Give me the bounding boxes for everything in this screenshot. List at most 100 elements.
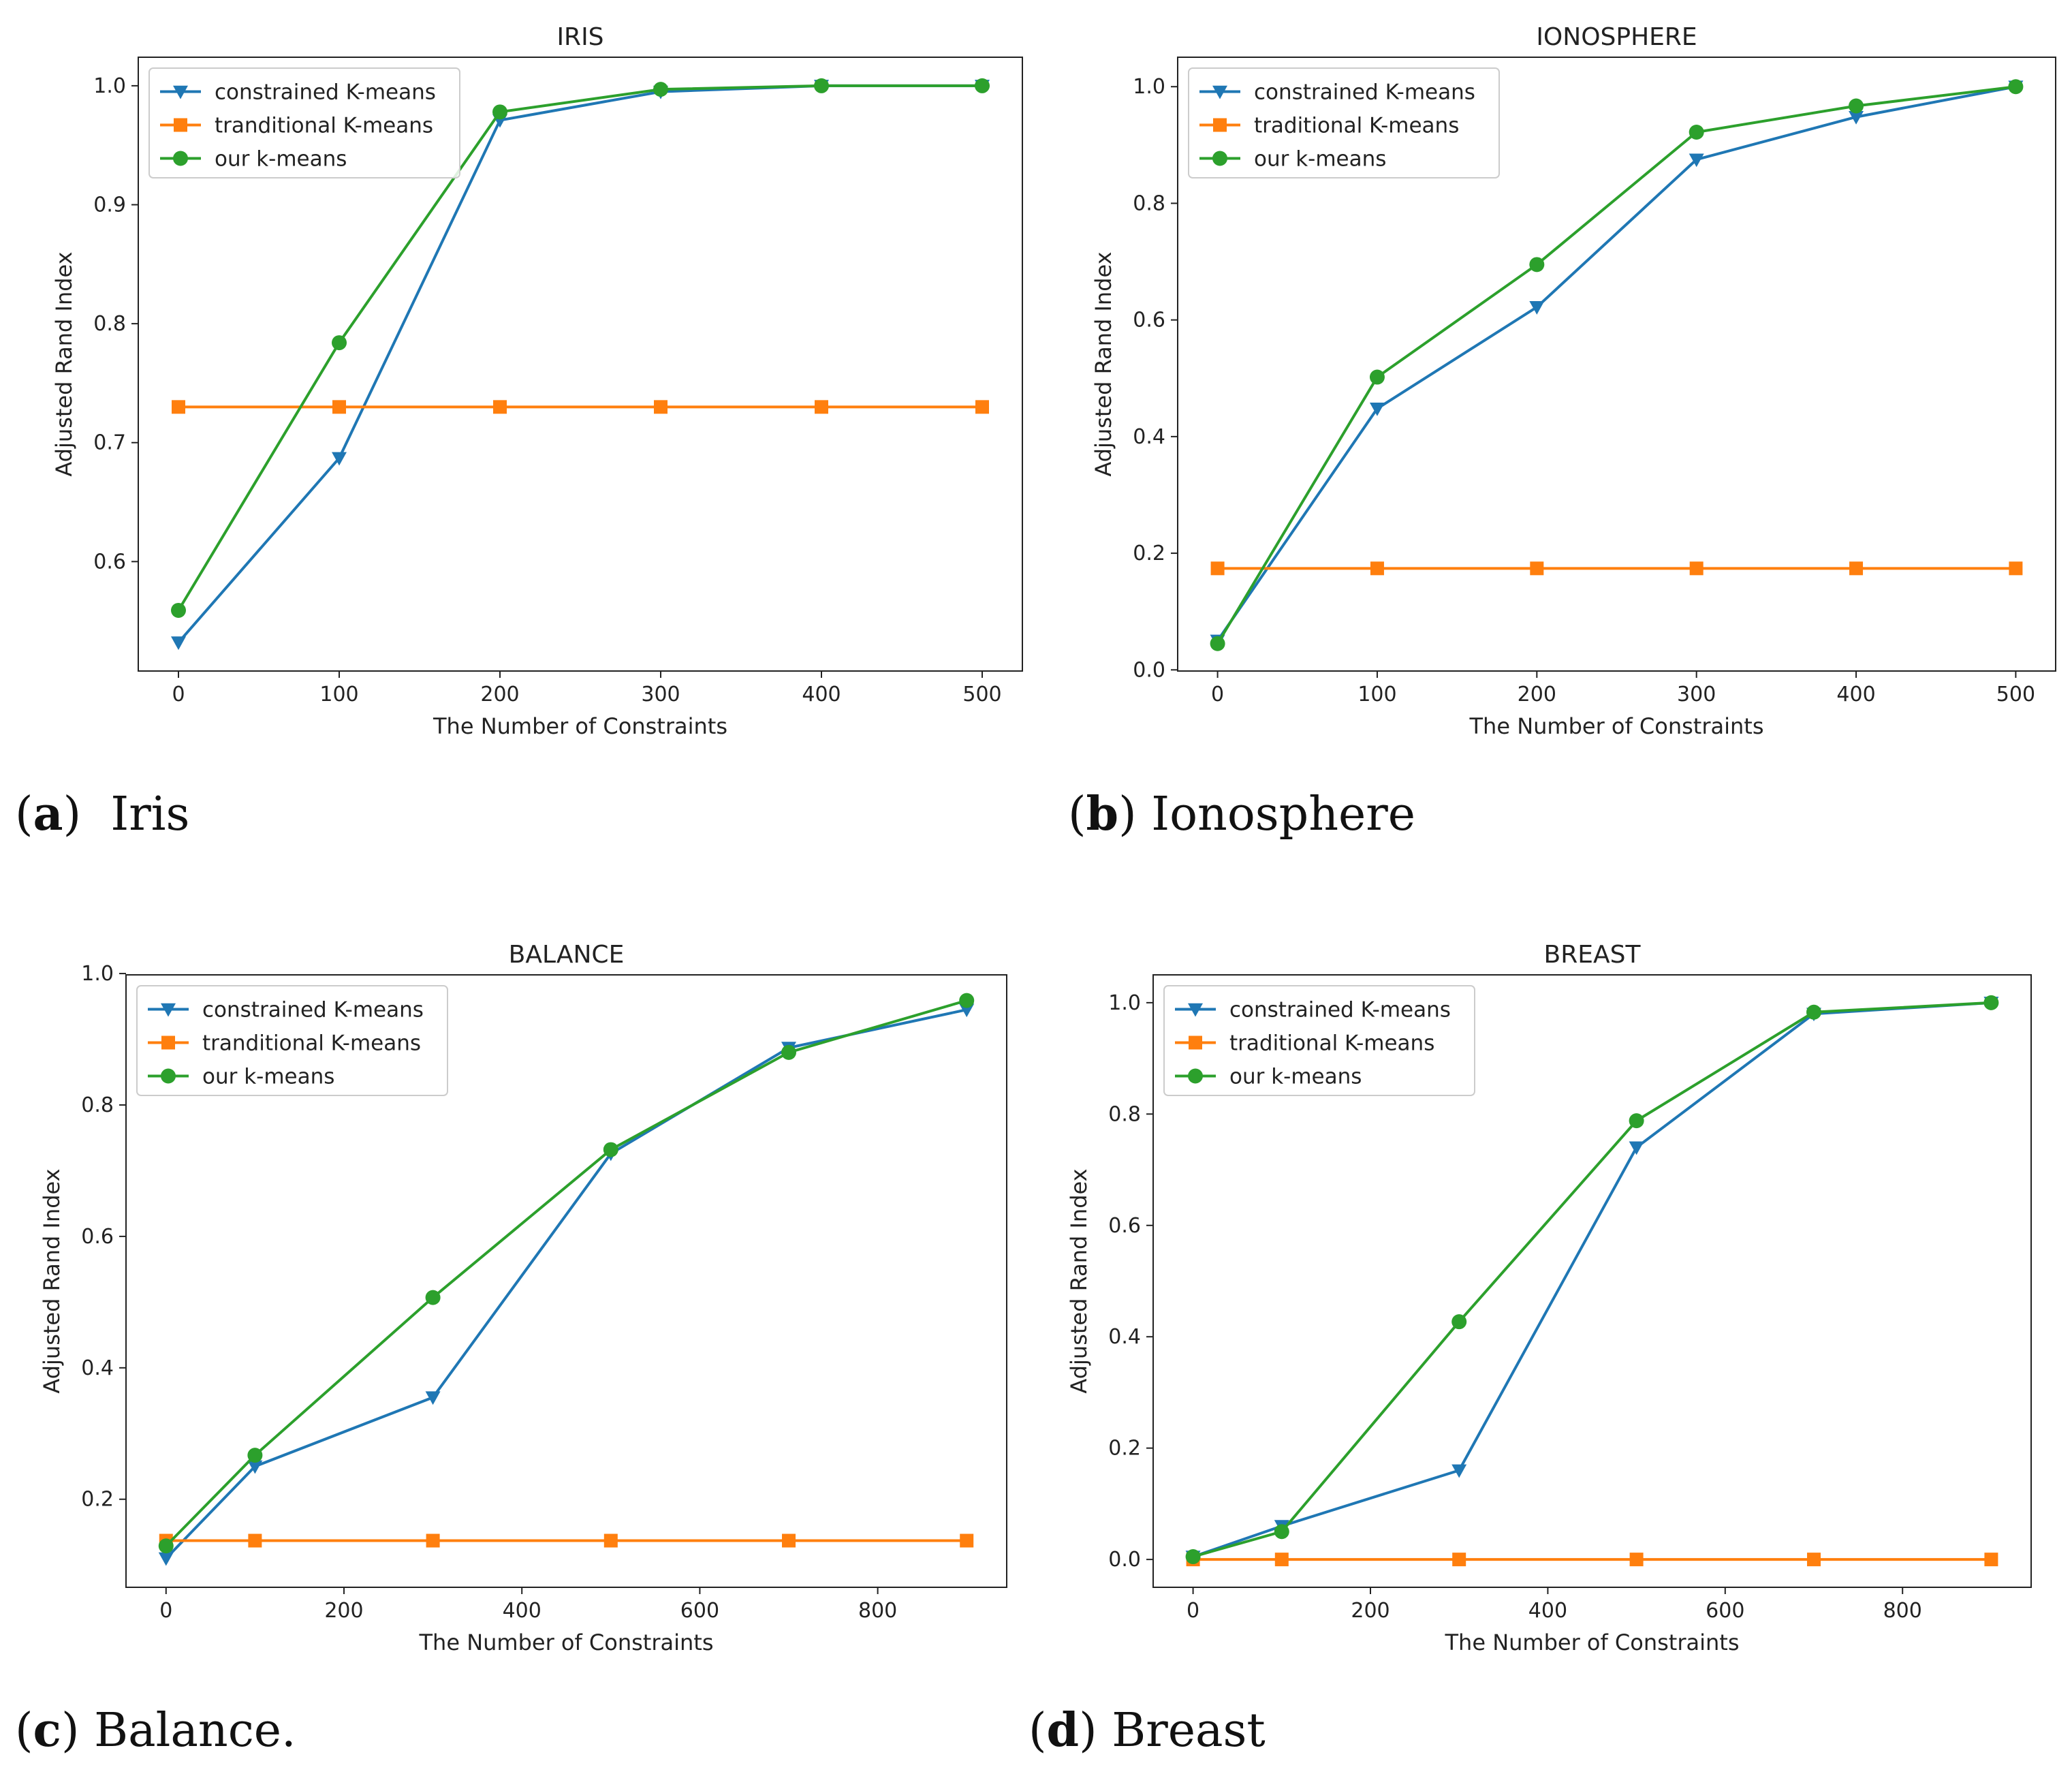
legend: constrained K-means tranditional K-means o… — [136, 985, 448, 1096]
y-tick-label: 0.4 — [81, 1356, 114, 1380]
legend-label: constrained K-means — [1254, 80, 1475, 105]
x-tick-label: 500 — [962, 683, 1001, 706]
y-tick-label: 0.6 — [1108, 1214, 1141, 1238]
caption-letter: a — [33, 787, 63, 841]
data-point — [1689, 125, 1704, 140]
legend-label: traditional K-means — [1229, 1031, 1434, 1056]
legend-label: tranditional K-means — [215, 114, 433, 138]
chart-ionosphere: IONOSPHERE 0 100 200 300 400 500 0.0 0.2 0.4 0.6 0.… — [1090, 23, 2056, 739]
caption-close: ) — [1118, 788, 1137, 841]
y-tick-label: 0.6 — [93, 550, 126, 574]
data-point — [248, 1533, 262, 1548]
chart-breast: BREAST 0 200 400 600 800 0.0 0.2 0.4 0.6 0.8 1.0 The… — [1066, 941, 2032, 1655]
data-point — [959, 993, 975, 1008]
y-tick-label: 0.4 — [1108, 1325, 1141, 1349]
x-tick-label: 200 — [324, 1599, 363, 1623]
legend-box — [1188, 67, 1500, 178]
y-tick-label: 0.0 — [1108, 1548, 1141, 1572]
x-tick-label: 0 — [172, 683, 185, 706]
legend-label: traditional K-means — [1254, 114, 1459, 138]
legend-marker — [1188, 1068, 1203, 1084]
caption-close: ) — [61, 1704, 80, 1758]
series-square — [1186, 1553, 1998, 1567]
series-line — [177, 84, 982, 611]
y-tick-label: 0.8 — [93, 312, 126, 336]
data-point — [1451, 1464, 1467, 1478]
legend-label: our k-means — [1229, 1065, 1362, 1089]
data-point — [815, 400, 828, 414]
caption-open: ( — [15, 1704, 33, 1758]
caption-letter: b — [1086, 787, 1119, 841]
data-point — [1369, 369, 1385, 385]
x-axis-label: The Number of Constraints — [433, 713, 727, 739]
y-tick-label: 0.9 — [93, 193, 126, 217]
y-axis-label: Adjusted Rand Index — [39, 1168, 65, 1393]
y-tick-label: 0.2 — [1133, 542, 1165, 565]
data-point — [1984, 1553, 1998, 1567]
x-tick-label: 500 — [1996, 683, 2035, 706]
data-point — [603, 1533, 618, 1548]
data-point — [814, 78, 829, 93]
data-point — [2008, 79, 2024, 95]
x-tick-label: 0 — [1211, 683, 1224, 706]
x-tick-label: 200 — [1351, 1599, 1390, 1623]
chart-title: IRIS — [556, 23, 603, 51]
caption-balance: (c) Balance. — [15, 1703, 296, 1758]
series-line — [1193, 1001, 1992, 1558]
y-tick-label: 1.0 — [93, 74, 126, 98]
data-point — [332, 452, 347, 466]
data-point — [158, 1538, 174, 1554]
series-square — [172, 400, 989, 414]
data-point — [1849, 110, 1864, 125]
data-point — [603, 1142, 618, 1157]
data-point — [1369, 402, 1385, 416]
y-tick-label: 0.8 — [81, 1093, 114, 1117]
data-point — [975, 400, 989, 414]
legend-marker — [1213, 118, 1227, 132]
data-point — [158, 1552, 174, 1566]
legend-box — [1163, 985, 1475, 1096]
data-point — [959, 1003, 975, 1018]
legend-marker — [1212, 85, 1227, 99]
data-point — [493, 400, 507, 414]
y-tick-label: 0.2 — [81, 1488, 114, 1512]
chart-iris: IRIS 0 100 200 300 400 500 0.6 0.7 0.8 0.9 1.0 The N… — [51, 23, 1023, 739]
legend-marker — [161, 1068, 176, 1084]
data-point — [1210, 636, 1225, 651]
data-point — [1529, 257, 1545, 272]
chart-title: IONOSPHERE — [1536, 23, 1697, 51]
caption-open: ( — [15, 788, 33, 841]
data-point — [1185, 1549, 1201, 1565]
series-line — [1216, 85, 2016, 644]
y-tick-label: 0.7 — [93, 431, 126, 455]
data-point — [1274, 1524, 1289, 1540]
data-point — [975, 78, 990, 93]
legend-marker — [1189, 1035, 1202, 1050]
x-tick-label: 400 — [1836, 683, 1875, 706]
legend-label: constrained K-means — [1229, 998, 1451, 1023]
legend-label: constrained K-means — [215, 80, 436, 105]
data-point — [171, 636, 186, 651]
caption-breast: (d) Breast — [1029, 1703, 1266, 1758]
x-tick-label: 600 — [1706, 1599, 1744, 1623]
data-point — [492, 104, 507, 120]
y-tick-label: 0.8 — [1108, 1102, 1141, 1126]
chart-title: BREAST — [1544, 941, 1642, 969]
data-point — [654, 400, 668, 414]
x-tick-label: 800 — [1883, 1599, 1922, 1623]
legend: constrained K-means traditional K-means ou… — [1163, 985, 1475, 1096]
x-tick-label: 400 — [802, 683, 841, 706]
data-point — [960, 1533, 974, 1548]
caption-text: Iris — [110, 788, 190, 841]
data-point — [1452, 1553, 1466, 1567]
y-tick-label: 0.0 — [1133, 658, 1165, 682]
chart-title: BALANCE — [509, 941, 625, 969]
data-point — [781, 1044, 797, 1060]
y-tick-label: 1.0 — [1108, 991, 1141, 1015]
legend-label: tranditional K-means — [202, 1031, 421, 1056]
series-circle — [171, 78, 990, 618]
legend-box — [136, 985, 448, 1096]
chart-balance: BALANCE 0 200 400 600 800 0.2 0.4 0.6 0.8 1.0 The N… — [39, 941, 1007, 1655]
y-tick-label: 1.0 — [81, 962, 114, 986]
caption-close: ) — [63, 788, 82, 841]
